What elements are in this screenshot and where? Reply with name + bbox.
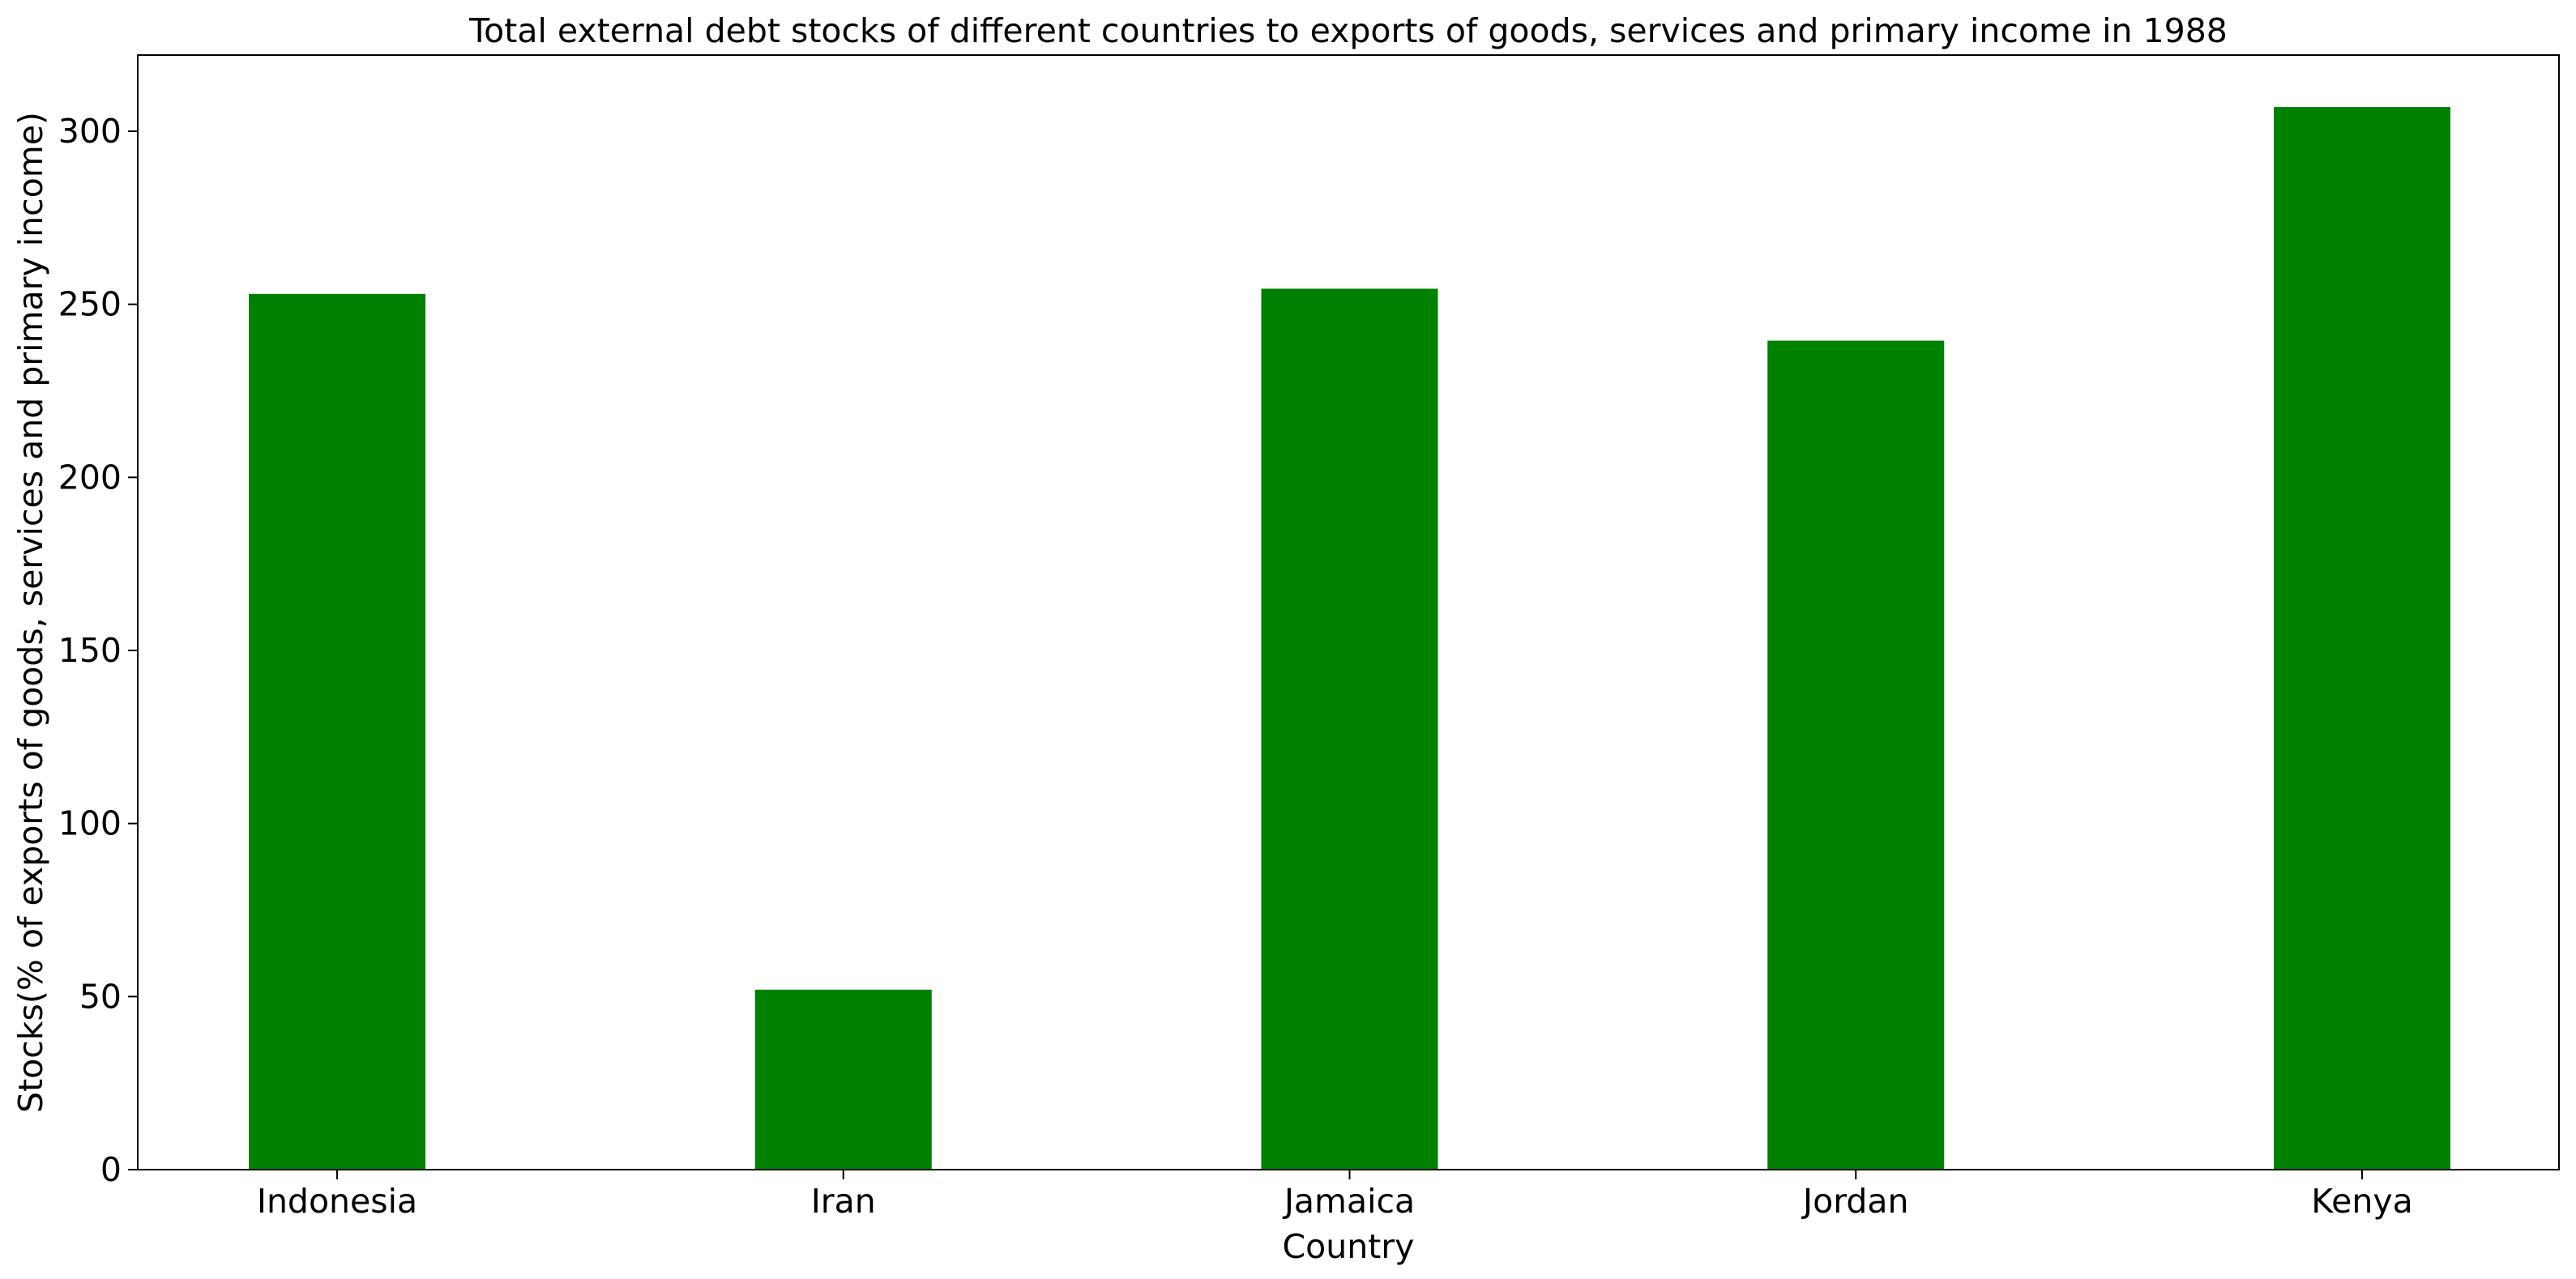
bar-jordan <box>1767 340 1945 1170</box>
y-tick-label: 250 <box>58 285 122 324</box>
x-tick-label: Jordan <box>1801 1182 1908 1221</box>
x-tick-label: Kenya <box>2311 1182 2412 1221</box>
y-tick-label: 0 <box>100 1150 122 1189</box>
x-tick-label: Indonesia <box>257 1182 417 1221</box>
bar-jamaica <box>1261 288 1438 1170</box>
bar-indonesia <box>249 293 425 1170</box>
x-tick-label: Iran <box>811 1182 876 1221</box>
bar-kenya <box>2274 107 2450 1170</box>
y-tick-label: 200 <box>58 458 122 497</box>
y-tick-label: 150 <box>58 631 122 670</box>
plot-frame <box>137 54 2560 1170</box>
y-tick-label: 300 <box>58 112 122 151</box>
x-tick-label: Jamaica <box>1282 1182 1415 1221</box>
x-axis-label: Country <box>1283 1227 1415 1266</box>
chart-title: Total external debt stocks of different … <box>468 11 2228 50</box>
x-axis-ticks: Indonesia Iran Jamaica Jordan Kenya <box>257 1170 2413 1221</box>
y-axis-label: Stocks(% of exports of goods, services a… <box>11 112 50 1113</box>
y-tick-label: 100 <box>58 804 122 843</box>
y-axis-ticks: 0 50 100 150 200 250 300 <box>58 112 138 1189</box>
y-tick-label: 50 <box>79 977 122 1016</box>
bars <box>249 107 2450 1170</box>
bar-iran <box>754 989 932 1170</box>
